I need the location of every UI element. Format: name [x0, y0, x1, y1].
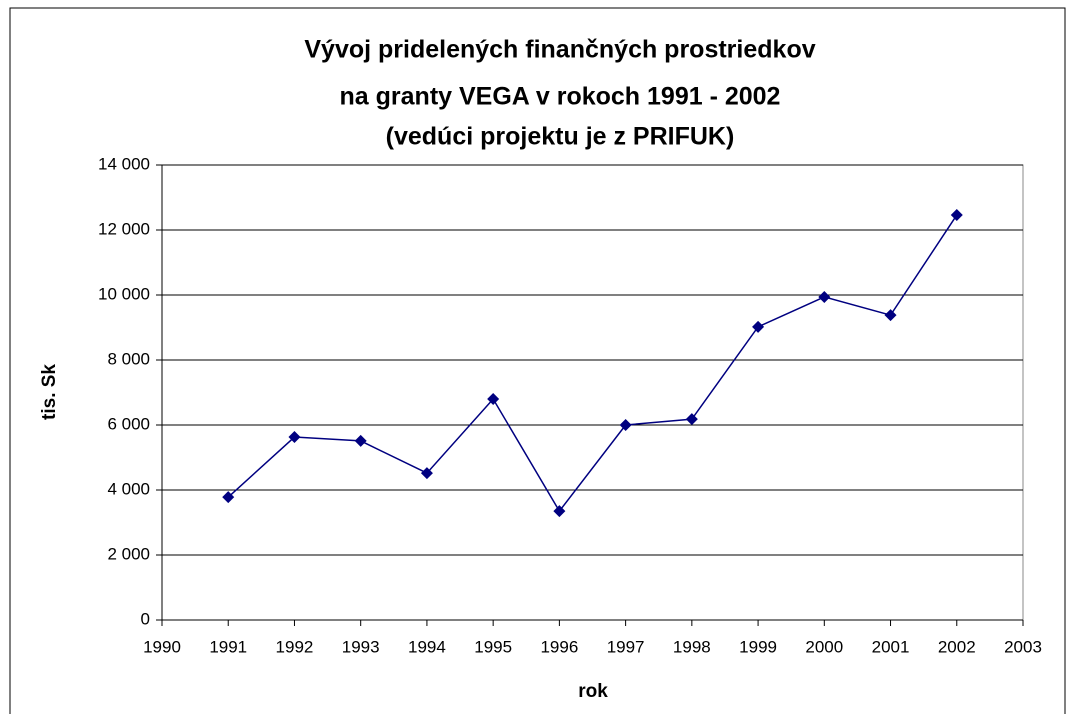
data-line [227, 214, 958, 513]
y-tick-label: 2 000 [107, 544, 150, 563]
y-tick-label: 6 000 [107, 414, 150, 433]
data-point [222, 491, 235, 504]
data-point [487, 393, 500, 405]
chart-title: na granty VEGA v rokoch 1991 - 2002 [340, 83, 781, 111]
data-point [354, 434, 367, 447]
x-tick-label: 1993 [342, 637, 380, 656]
data-point [884, 309, 897, 322]
data-point [950, 209, 963, 222]
x-axis-label: rok [578, 681, 608, 702]
x-tick-label: 2001 [872, 637, 910, 656]
x-tick-label: 1998 [673, 637, 711, 656]
data-point [685, 413, 698, 426]
x-tick-label: 1990 [143, 637, 181, 656]
data-point [619, 419, 632, 431]
x-tick-label: 1995 [474, 637, 512, 656]
x-tick-label: 1991 [209, 637, 247, 656]
y-tick-label: 14 000 [98, 154, 150, 173]
data-point [553, 505, 566, 518]
x-tick-label: 2000 [805, 637, 843, 656]
x-tick-label: 1996 [540, 637, 578, 656]
data-point [288, 431, 301, 444]
y-tick-label: 0 [141, 609, 150, 628]
chart-frame [9, 7, 1066, 714]
x-tick-label: 2003 [1004, 637, 1042, 656]
x-tick-label: 2002 [938, 637, 976, 656]
x-tick-label: 1994 [408, 637, 446, 656]
y-tick-label: 10 000 [98, 284, 150, 303]
x-tick-label: 1992 [276, 637, 314, 656]
data-point [818, 290, 831, 303]
plot-area [161, 164, 1024, 621]
x-tick-label: 1999 [739, 637, 777, 656]
data-point [752, 320, 765, 333]
chart-title: (vedúci projektu je z PRIFUK) [386, 123, 735, 151]
y-tick-label: 8 000 [107, 349, 150, 368]
y-tick-label: 4 000 [107, 479, 150, 498]
data-point [420, 467, 433, 480]
y-axis-label: tis. Sk [39, 364, 60, 420]
y-tick-label: 12 000 [98, 219, 150, 238]
chart-title: Vývoj pridelených finančných prostriedko… [304, 36, 815, 64]
x-tick-label: 1997 [607, 637, 645, 656]
